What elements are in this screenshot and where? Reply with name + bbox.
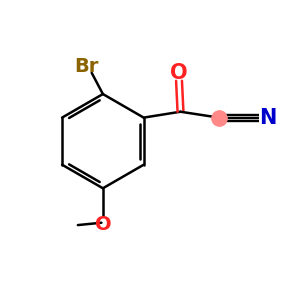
Text: Br: Br bbox=[74, 57, 99, 76]
Text: O: O bbox=[170, 63, 188, 82]
Text: O: O bbox=[94, 215, 111, 234]
Text: N: N bbox=[259, 108, 276, 127]
